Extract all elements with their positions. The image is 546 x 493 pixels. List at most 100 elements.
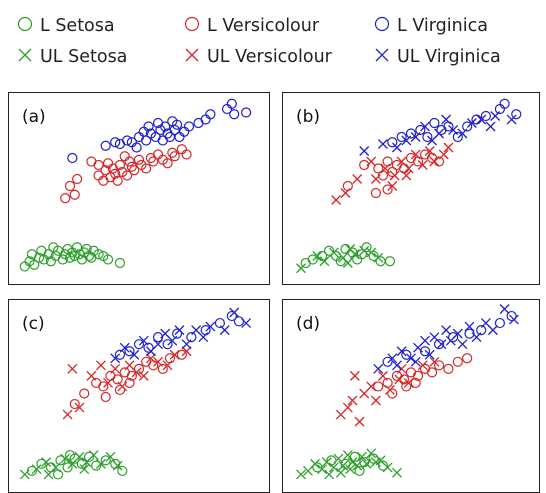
legend-item: L Setosa: [17, 16, 115, 36]
data-point-circle: [112, 175, 123, 186]
data-point-circle: [133, 363, 145, 374]
data-point-x: [441, 114, 452, 125]
series-ul-setosa: [296, 448, 402, 480]
data-point-x: [112, 460, 123, 471]
data-point-x: [19, 469, 30, 480]
data-point-x: [342, 402, 353, 413]
data-point-x: [62, 409, 73, 420]
data-point-circle: [169, 124, 180, 136]
data-point-circle: [91, 460, 102, 471]
data-point-x: [373, 363, 384, 374]
data-point-circle: [494, 317, 506, 329]
data-point-x: [434, 128, 445, 139]
scatter-panel: (d): [282, 299, 540, 493]
data-point-x: [174, 325, 185, 336]
data-point-circle: [387, 137, 398, 148]
series-l-virginica: [382, 310, 517, 367]
data-point-circle: [382, 184, 393, 195]
data-point-circle: [110, 168, 121, 179]
data-point-x: [366, 247, 377, 258]
data-point-circle: [60, 193, 71, 204]
legend-label: UL Setosa: [40, 47, 127, 67]
data-point-circle: [401, 349, 412, 360]
data-point-circle: [480, 110, 491, 122]
data-point-circle: [452, 356, 463, 367]
data-point-x: [509, 314, 519, 325]
data-point-circle: [55, 455, 66, 466]
data-point-circle: [72, 173, 83, 185]
data-point-circle: [370, 187, 381, 199]
data-point-circle: [129, 165, 140, 176]
data-point-circle: [26, 249, 37, 260]
legend-label: L Versicolour: [207, 16, 320, 36]
series-ul-virginica: [359, 111, 517, 156]
data-point-x: [394, 374, 405, 385]
data-point-x: [138, 335, 149, 346]
data-point-x: [424, 146, 435, 156]
data-point-circle: [36, 245, 47, 256]
data-point-x: [471, 332, 482, 343]
data-point-circle: [312, 462, 323, 473]
data-point-circle: [419, 346, 431, 357]
data-point-circle: [117, 465, 128, 477]
series-l-versicolour: [373, 353, 473, 399]
panel-label: (d): [296, 314, 320, 334]
data-point-x: [342, 258, 353, 268]
data-point-circle: [356, 249, 367, 260]
data-point-x: [359, 146, 370, 156]
series-ul-versicolour: [335, 356, 440, 427]
data-point-circle: [171, 119, 183, 130]
data-point-circle: [384, 256, 396, 267]
data-point-circle: [114, 159, 126, 171]
data-point-x: [436, 339, 447, 350]
data-point-x: [310, 458, 321, 469]
data-point-x: [377, 370, 388, 381]
data-point-x: [476, 114, 487, 125]
data-point-x: [420, 121, 430, 132]
data-point-x: [317, 464, 328, 475]
data-point-x: [169, 349, 180, 360]
data-point-x: [443, 142, 454, 153]
panel-frame: [282, 92, 540, 285]
data-point-circle: [67, 152, 78, 164]
legend-label: L Virginica: [397, 16, 488, 36]
data-point-circle: [114, 257, 126, 269]
data-point-x: [95, 360, 106, 371]
data-point-circle: [162, 339, 173, 350]
legend-label: L Setosa: [40, 16, 115, 36]
series-ul-virginica: [373, 304, 519, 374]
data-point-x: [396, 346, 407, 357]
data-point-circle: [307, 254, 318, 265]
data-point-circle: [100, 165, 111, 176]
data-point-circle: [462, 353, 473, 364]
data-point-x: [452, 328, 463, 339]
data-point-circle: [229, 109, 240, 120]
data-point-x: [349, 370, 360, 381]
data-point-circle: [110, 137, 121, 148]
data-point-x: [352, 174, 363, 184]
series-l-virginica: [387, 98, 522, 148]
data-point-circle: [74, 249, 85, 260]
legend-label: UL Versicolour: [207, 47, 333, 67]
data-point-circle: [36, 458, 47, 469]
data-point-circle: [373, 381, 384, 392]
data-point-circle: [433, 339, 445, 350]
data-point-x: [377, 139, 388, 149]
data-point-x: [103, 377, 114, 388]
data-point-x: [198, 332, 209, 343]
panel-label: (b): [296, 107, 320, 127]
data-point-x: [396, 363, 407, 374]
data-point-x: [417, 360, 428, 371]
data-point-x: [380, 163, 391, 174]
data-point-circle: [448, 332, 459, 343]
data-point-x: [457, 128, 468, 139]
data-point-x: [345, 464, 356, 475]
legend-x-marker: [185, 48, 199, 62]
data-point-x: [95, 458, 106, 469]
legend-item: UL Setosa: [18, 47, 127, 67]
data-point-x: [438, 149, 449, 160]
data-point-circle: [382, 356, 393, 367]
data-point-circle: [160, 121, 171, 132]
legend: L Setosa L Versicolour L Virginica UL Setos…: [17, 16, 501, 67]
data-point-x: [347, 457, 358, 468]
